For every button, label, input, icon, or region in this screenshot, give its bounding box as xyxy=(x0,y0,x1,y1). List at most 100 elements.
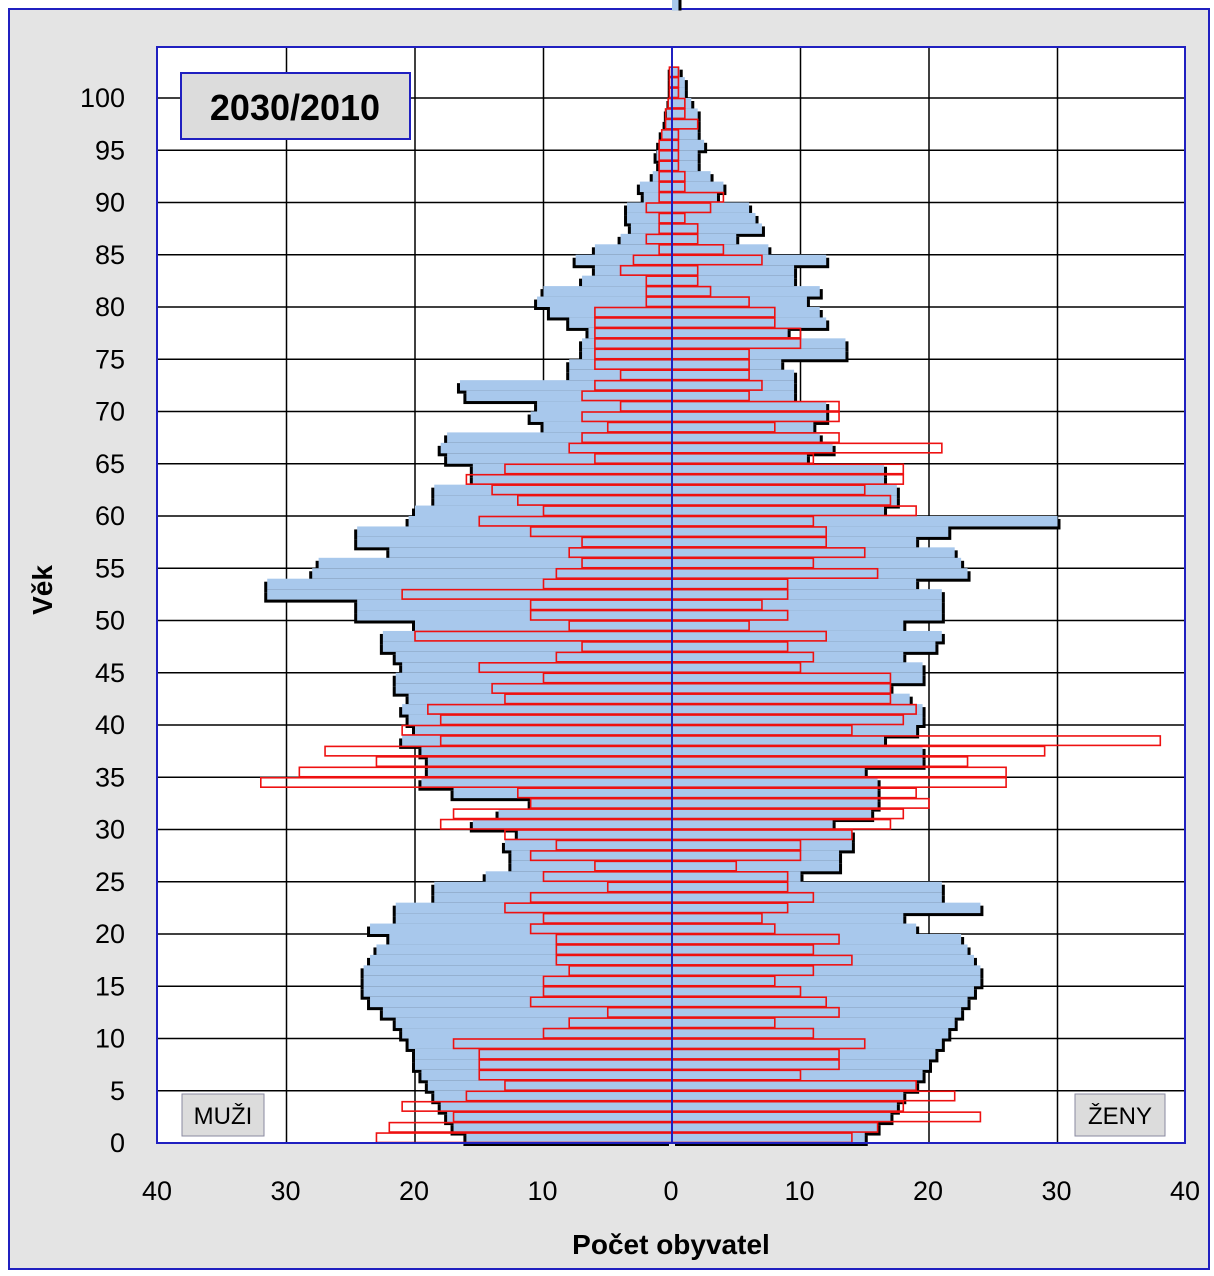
bar-zeny-2010 xyxy=(672,1069,923,1081)
bar-zeny-2010 xyxy=(672,745,923,757)
bar-zeny-2010 xyxy=(672,1048,936,1060)
bar-muzi-2010 xyxy=(415,620,672,631)
bar-muzi-2010 xyxy=(511,850,672,861)
bar-muzi-2010 xyxy=(267,578,672,590)
bar-zeny-2010 xyxy=(672,296,807,307)
bar-muzi-2010 xyxy=(395,913,672,924)
y-tick-label: 35 xyxy=(95,762,125,792)
x-tick-label: 20 xyxy=(399,1176,429,1206)
bar-zeny-2010 xyxy=(672,98,692,109)
bar-zeny-2010 xyxy=(672,725,917,736)
y-tick-label: 5 xyxy=(110,1076,125,1106)
bar-muzi-2010 xyxy=(382,630,672,642)
bar-muzi-2010 xyxy=(357,536,672,548)
bar-muzi-2010 xyxy=(402,1028,672,1039)
bar-muzi-2010 xyxy=(427,1080,672,1091)
bar-muzi-2010 xyxy=(440,1101,672,1112)
bar-muzi-2010 xyxy=(453,1122,672,1133)
bar-zeny-2010 xyxy=(672,369,795,381)
bar-zeny-2010 xyxy=(672,1038,942,1049)
bar-zeny-2010 xyxy=(672,1028,949,1039)
y-tick-label: 100 xyxy=(80,83,125,113)
y-tick-label: 60 xyxy=(95,501,125,531)
bar-zeny-2010 xyxy=(672,923,917,934)
bar-zeny-2010 xyxy=(672,610,942,621)
bar-zeny-2010 xyxy=(672,1007,962,1018)
y-axis-label: Věk xyxy=(27,565,58,615)
bar-zeny-2010 xyxy=(672,934,962,945)
bar-zeny-2010 xyxy=(672,327,788,339)
bar-muzi-2010 xyxy=(582,338,672,349)
bar-zeny-2010 xyxy=(672,704,923,715)
y-tick-label: 65 xyxy=(95,449,125,479)
bar-zeny-2010 xyxy=(672,839,852,851)
bar-muzi-2010 xyxy=(357,526,672,537)
bar-zeny-2010 xyxy=(672,192,717,203)
bar-muzi-2010 xyxy=(382,641,672,652)
bar-zeny-2010 xyxy=(672,568,968,579)
bar-muzi-2010 xyxy=(447,432,672,443)
bar-muzi-2010 xyxy=(472,463,672,475)
bar-muzi-2010 xyxy=(408,516,672,527)
title-box: 2030/2010 xyxy=(180,72,411,140)
bar-zeny-2010 xyxy=(672,986,974,997)
bar-zeny-2010 xyxy=(672,599,942,611)
x-tick-label: 30 xyxy=(1041,1176,1071,1206)
bar-zeny-2010 xyxy=(672,150,698,161)
bar-muzi-2010 xyxy=(408,1038,672,1049)
bar-muzi-2010 xyxy=(389,934,672,945)
bar-muzi-2010 xyxy=(569,359,672,370)
bar-muzi-2010 xyxy=(402,735,672,746)
x-tick-label: 40 xyxy=(142,1176,172,1206)
bar-zeny-2010 xyxy=(672,118,698,130)
bar-muzi-2010 xyxy=(421,777,672,788)
bar-muzi-2010 xyxy=(434,484,672,496)
bar-muzi-2010 xyxy=(395,683,672,694)
bar-muzi-2010 xyxy=(530,798,672,809)
bar-zeny-2010 xyxy=(672,850,840,861)
bar-muzi-2010 xyxy=(363,986,672,997)
bar-muzi-2010 xyxy=(517,829,672,840)
bar-zeny-2010 xyxy=(672,547,955,558)
y-tick-label: 15 xyxy=(95,971,125,1001)
bar-muzi-2010 xyxy=(594,265,672,276)
shadow-bar xyxy=(663,111,669,122)
bar-muzi-2010 xyxy=(395,672,672,684)
bar-muzi-2010 xyxy=(459,380,672,391)
bar-zeny-2010 xyxy=(672,432,820,443)
bar-muzi-2010 xyxy=(421,1069,672,1081)
bar-muzi-2010 xyxy=(530,411,672,422)
right-label-zeny: ŽENY xyxy=(1088,1103,1152,1130)
bar-muzi-2010 xyxy=(537,401,672,412)
bar-muzi-2010 xyxy=(382,1007,672,1018)
shadow-bar xyxy=(667,80,669,91)
y-tick-label: 50 xyxy=(95,606,125,636)
bar-zeny-2010 xyxy=(672,714,923,725)
bar-muzi-2010 xyxy=(582,275,672,287)
bar-zeny-2010 xyxy=(672,996,968,1008)
plot-border xyxy=(156,46,1186,1144)
bar-zeny-2010 xyxy=(672,1080,917,1091)
y-tick-label: 95 xyxy=(95,135,125,165)
bar-zeny-2010 xyxy=(672,139,705,151)
bar-muzi-2010 xyxy=(408,714,672,725)
y-tick-label: 30 xyxy=(95,815,125,845)
bar-zeny-2010 xyxy=(672,965,981,976)
bar-zeny-2010 xyxy=(672,233,737,245)
bar-zeny-2010 xyxy=(672,819,833,830)
x-tick-label: 20 xyxy=(913,1176,943,1206)
bar-zeny-2010 xyxy=(672,254,827,266)
x-tick-label: 10 xyxy=(784,1176,814,1206)
bar-zeny-2010 xyxy=(672,526,949,537)
bar-zeny-2010 xyxy=(672,756,923,767)
bar-zeny-2010 xyxy=(672,735,885,746)
x-axis-label: Počet obyvatel xyxy=(572,1229,770,1260)
bar-muzi-2010 xyxy=(434,1090,672,1102)
bar-zeny-2010 xyxy=(672,777,878,788)
bar-zeny-2010 xyxy=(672,829,852,840)
bar-zeny-2010 xyxy=(672,453,807,464)
bar-zeny-2010 xyxy=(672,954,974,966)
x-tick-label: 10 xyxy=(527,1176,557,1206)
bar-zeny-2010 xyxy=(672,693,910,705)
bar-zeny-2010 xyxy=(672,975,981,987)
